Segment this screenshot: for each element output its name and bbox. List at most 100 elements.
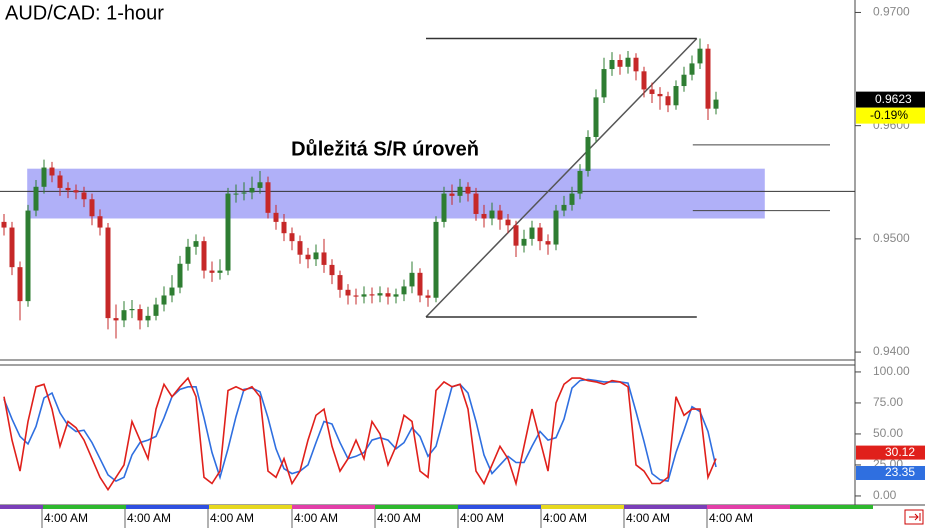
candle-body (185, 246, 191, 264)
candle-body (113, 318, 119, 321)
candle-body (473, 193, 479, 214)
session-segment (624, 505, 707, 509)
candle-body (385, 293, 391, 297)
candle-body (609, 60, 615, 70)
x-tick-label: 4:00 AM (210, 511, 254, 525)
candle-body (505, 219, 511, 226)
stoch-line (3, 376, 717, 492)
candle-body (529, 227, 535, 239)
price-box (856, 91, 925, 108)
candle-body (697, 48, 703, 64)
candle-body (457, 186, 463, 196)
candle-body (209, 270, 215, 273)
x-tick-label: 4:00 AM (127, 511, 171, 525)
candle-body (289, 233, 295, 242)
candle-body (425, 295, 431, 298)
x-tick-label: 4:00 AM (377, 511, 421, 525)
candle-body (561, 204, 567, 211)
candle-body (81, 192, 87, 200)
x-tick-label: 4:00 AM (626, 511, 670, 525)
candle-body (57, 175, 63, 188)
x-tick-label: 4:00 AM (294, 511, 338, 525)
session-segment (209, 505, 292, 509)
candle-body (305, 254, 311, 260)
candle-body (257, 182, 263, 188)
x-tick-label: 4:00 AM (44, 511, 88, 525)
candle-body (121, 310, 127, 321)
candle-body (441, 193, 447, 222)
chart-title: AUD/CAD: 1-hour (5, 2, 164, 24)
candle-body (17, 267, 23, 302)
candle-body (201, 241, 207, 271)
stoch-line (3, 378, 717, 483)
candle-body (313, 252, 319, 260)
candle-body (593, 97, 599, 137)
candle-body (617, 60, 623, 67)
candle-body (497, 210, 503, 220)
candle-body (689, 63, 695, 75)
candle-body (33, 186, 39, 211)
candle-body (273, 212, 279, 222)
candle-body (665, 96, 671, 106)
candle-body (321, 252, 327, 265)
candle-body (281, 221, 287, 234)
candle-body (177, 263, 183, 288)
candle-body (249, 187, 255, 193)
scroll-button[interactable] (904, 509, 924, 525)
candle-body (377, 293, 383, 296)
session-segment (375, 505, 458, 509)
y-tick-label: 50.00 (873, 426, 903, 440)
annotation: Důležitá S/R úroveň (291, 138, 479, 160)
candle-body (353, 295, 359, 297)
session-segment (292, 505, 375, 509)
candle-body (625, 57, 631, 67)
candle-body (345, 289, 351, 296)
y-tick-label: 0.9400 (873, 344, 910, 358)
candle-body (225, 193, 231, 271)
value-box (856, 465, 925, 480)
candle-body (409, 272, 415, 287)
candle-body (329, 264, 335, 276)
candle-body (369, 294, 375, 296)
candle-body (137, 309, 143, 321)
candle-body (713, 99, 719, 109)
candle-body (577, 170, 583, 194)
session-segment (43, 505, 126, 509)
candle-body (73, 190, 79, 193)
candle-body (553, 210, 559, 245)
y-tick-label: 0.9700 (873, 5, 910, 19)
candle-body (657, 93, 663, 97)
candle-body (601, 69, 607, 98)
y-tick-label: 100.00 (873, 364, 910, 378)
candle-body (705, 48, 711, 109)
candle-body (49, 167, 55, 176)
scroll-icon (909, 513, 921, 521)
candle-body (265, 182, 271, 213)
candle-body (489, 210, 495, 219)
candle-body (89, 199, 95, 217)
candle-body (145, 315, 151, 321)
candle-body (521, 238, 527, 246)
value-box (856, 445, 925, 460)
candle-body (9, 227, 15, 268)
candle-body (233, 193, 239, 195)
candle-body (129, 309, 135, 311)
y-tick-label: 75.00 (873, 395, 903, 409)
last-value: 23.35 (885, 465, 915, 479)
candle-body (673, 86, 679, 106)
candle-body (97, 216, 103, 228)
candle-body (361, 294, 367, 297)
change-label: -0.19% (870, 108, 908, 122)
candle-body (641, 71, 647, 90)
candle-body (41, 167, 47, 187)
candle-body (25, 210, 31, 302)
candle-body (545, 241, 551, 245)
candle-body (401, 286, 407, 295)
session-segment (790, 505, 873, 509)
candle-body (193, 241, 199, 247)
session-segment (0, 505, 43, 509)
y-tick-label: 0.00 (873, 488, 897, 502)
candle-body (393, 294, 399, 297)
